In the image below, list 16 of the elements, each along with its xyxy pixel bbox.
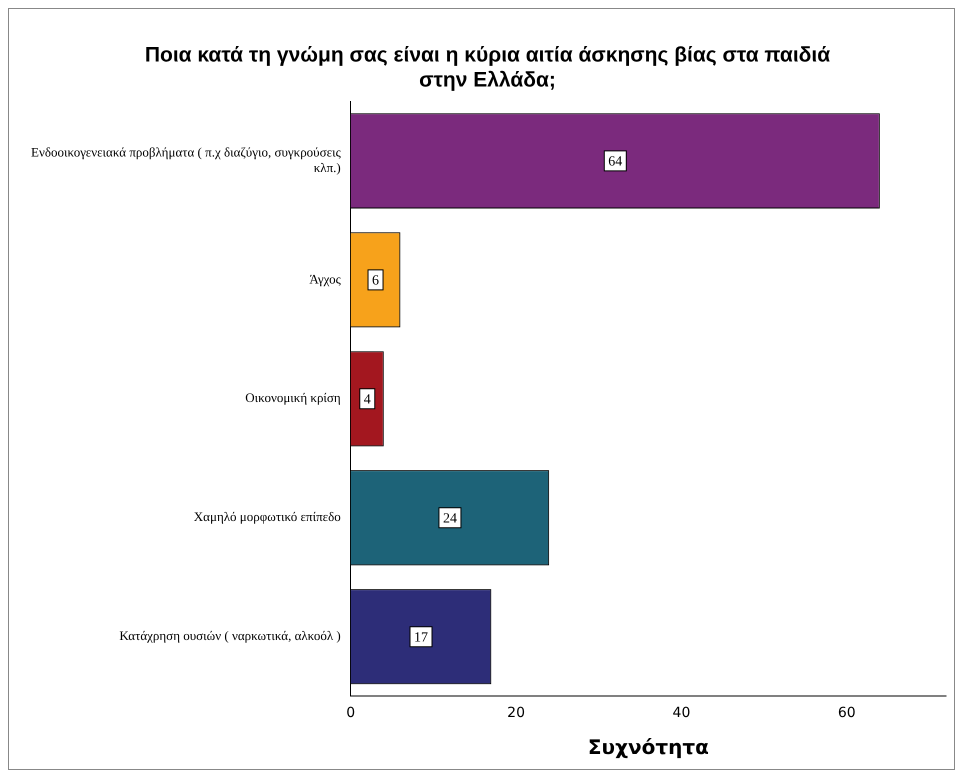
data-label: 24	[442, 511, 457, 526]
x-axis-title: Συχνότητα	[588, 735, 709, 760]
y-tick-label: Χαμηλό μορφωτικό επίπεδο	[194, 509, 341, 524]
x-tick-label: 0	[346, 705, 356, 722]
y-tick-label: Κατάχρηση ουσιών ( ναρκωτικά, αλκοόλ )	[119, 628, 341, 644]
chart-title: Ποια κατά τη γνώμη σας είναι η κύρια αιτία άσκησης βίας στα παιδιά στην Ελλάδα;	[144, 43, 830, 92]
y-tick-label: Οικονομική κρίση	[245, 390, 341, 406]
y-tick-label: Ενδοοικογενειακά προβλήματα ( π.χ διαζύγιο, συγκρούσεις κλπ.)	[31, 144, 342, 176]
y-tick-label: Άγχος	[309, 271, 342, 286]
x-tick-label: 40	[672, 705, 690, 722]
data-label: 64	[608, 154, 622, 170]
data-label: 17	[414, 630, 428, 646]
data-label: 6	[372, 274, 380, 289]
x-tick-label: 20	[507, 705, 525, 722]
x-tick-label: 60	[838, 705, 856, 722]
data-label: 4	[364, 392, 371, 408]
